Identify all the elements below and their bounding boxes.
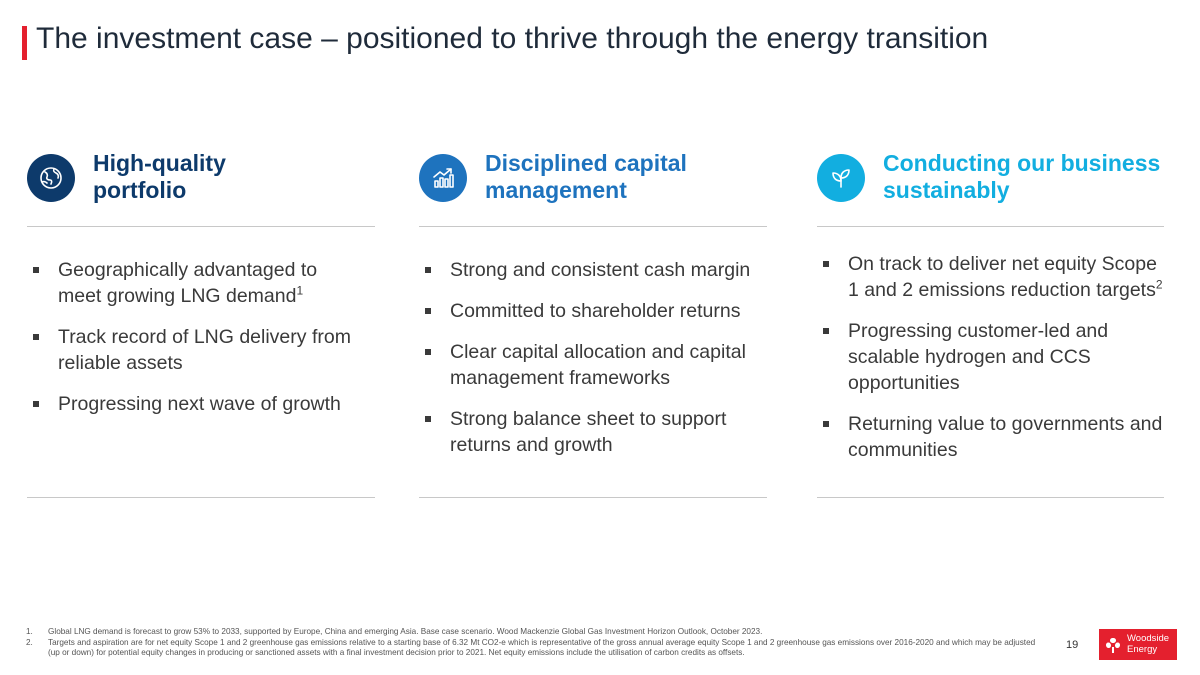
bullet-text: Geographically advantaged to meet growin… [58,259,318,307]
column-title-line2: portfolio [93,177,187,203]
column-title: High-quality portfolio [93,150,226,204]
column-sustainability: Conducting our business sustainably On t… [817,150,1164,498]
column-title: Conducting our business sustainably [883,150,1160,204]
bullet-text: Progressing customer-led and scalable hy… [848,320,1109,394]
bullet-item: Strong balance sheet to support returns … [425,406,755,458]
bullet-item: Committed to shareholder returns [425,298,755,324]
footnote-ref: 1 [296,283,304,298]
logo-line1: Woodside [1127,633,1170,644]
globe-icon [27,154,75,202]
bullet-text: Track record of LNG delivery from reliab… [58,326,351,374]
footnote-text: Targets and aspiration are for net equit… [48,637,1036,658]
bullet-text: Strong balance sheet to support returns … [450,408,727,456]
column-header: High-quality portfolio [27,150,375,226]
bullet-item: Clear capital allocation and capital man… [425,339,755,391]
column-divider-top [817,226,1164,227]
column-title-line1: High-quality [93,150,226,176]
column-capital: Disciplined capital management Strong an… [419,150,767,498]
bullet-text: Clear capital allocation and capital man… [450,341,746,389]
bullet-item: Geographically advantaged to meet growin… [33,257,363,309]
column-divider-bottom [419,497,767,498]
bullet-item: Progressing customer-led and scalable hy… [823,318,1163,396]
bullet-item: Progressing next wave of growth [33,391,363,417]
bullet-list: On track to deliver net equity Scope 1 a… [823,251,1163,478]
bullet-text: Progressing next wave of growth [58,393,341,415]
page-number: 19 [1066,639,1079,651]
leaf-icon [817,154,865,202]
bullet-item: Track record of LNG delivery from reliab… [33,324,363,376]
column-title-line2: sustainably [883,177,1010,203]
column-header: Conducting our business sustainably [817,150,1164,226]
bullet-text: Returning value to governments and commu… [848,413,1163,461]
woodside-logo: Woodside Energy [1099,629,1177,660]
bullet-item: On track to deliver net equity Scope 1 a… [823,251,1163,303]
growth-chart-icon [419,154,467,202]
bullet-list: Geographically advantaged to meet growin… [33,257,363,432]
footnote: 1. Global LNG demand is forecast to grow… [26,627,1046,638]
column-title: Disciplined capital management [485,150,687,204]
logo-mark-icon [1106,637,1120,653]
footnote-text: Global LNG demand is forecast to grow 53… [48,627,763,636]
footnotes: 1. Global LNG demand is forecast to grow… [26,627,1046,659]
page-title: The investment case – positioned to thri… [36,22,989,55]
bullet-item: Strong and consistent cash margin [425,257,755,283]
column-title-line1: Disciplined capital [485,150,687,176]
column-title-line2: management [485,177,627,203]
bullet-text: Strong and consistent cash margin [450,259,751,281]
column-divider-bottom [27,497,375,498]
column-divider-top [419,226,767,227]
logo-text: Woodside Energy [1127,633,1170,655]
footnote-number: 1. [26,627,33,636]
logo-line2: Energy [1127,643,1158,655]
column-header: Disciplined capital management [419,150,767,226]
column-divider-top [27,226,375,227]
footnote-ref: 2 [1155,277,1163,292]
column-portfolio: High-quality portfolio Geographically ad… [27,150,375,498]
title-accent-bar [22,26,27,60]
bullet-text: Committed to shareholder returns [450,300,741,322]
footnote: 2. Targets and aspiration are for net eq… [26,638,1046,659]
bullet-item: Returning value to governments and commu… [823,411,1163,463]
bullet-text: On track to deliver net equity Scope 1 a… [848,253,1157,301]
footnote-number: 2. [26,637,33,647]
column-title-line1: Conducting our business [883,150,1161,176]
bullet-list: Strong and consistent cash margin Commit… [425,257,755,473]
column-divider-bottom [817,497,1164,498]
